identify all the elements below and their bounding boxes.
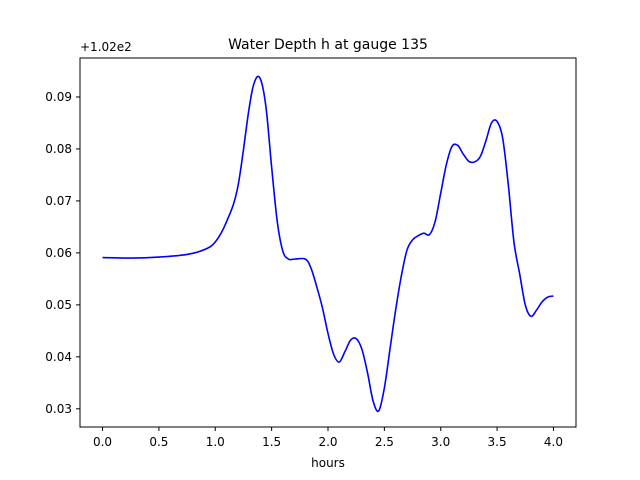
y-tick-label: 0.06 <box>45 246 72 260</box>
y-axis-offset-label: +1.02e2 <box>80 40 132 54</box>
chart-title: Water Depth h at gauge 135 <box>228 37 428 53</box>
x-tick-label: 0.0 <box>93 435 112 449</box>
x-tick-label: 0.5 <box>149 435 168 449</box>
x-tick-label: 1.0 <box>206 435 225 449</box>
y-tick-label: 0.03 <box>45 402 72 416</box>
x-axis-label: hours <box>311 456 345 470</box>
x-tick-label: 3.0 <box>431 435 450 449</box>
y-tick-label: 0.09 <box>45 90 72 104</box>
y-tick-label: 0.08 <box>45 142 72 156</box>
y-axis-ticks: 0.03 0.04 0.05 0.06 0.07 0.08 0.09 <box>45 90 80 416</box>
x-tick-label: 4.0 <box>544 435 563 449</box>
y-tick-label: 0.07 <box>45 194 72 208</box>
y-tick-label: 0.05 <box>45 298 72 312</box>
series-layer <box>102 75 554 413</box>
plot-area-frame <box>79 57 577 428</box>
x-tick-label: 2.5 <box>375 435 394 449</box>
x-tick-label: 3.5 <box>488 435 507 449</box>
series-line <box>102 75 554 413</box>
x-tick-label: 2.0 <box>318 435 337 449</box>
y-tick-label: 0.04 <box>45 350 72 364</box>
x-tick-label: 1.5 <box>262 435 281 449</box>
x-axis-ticks: 0.0 0.5 1.0 1.5 2.0 2.5 3.0 3.5 4.0 <box>93 427 563 449</box>
